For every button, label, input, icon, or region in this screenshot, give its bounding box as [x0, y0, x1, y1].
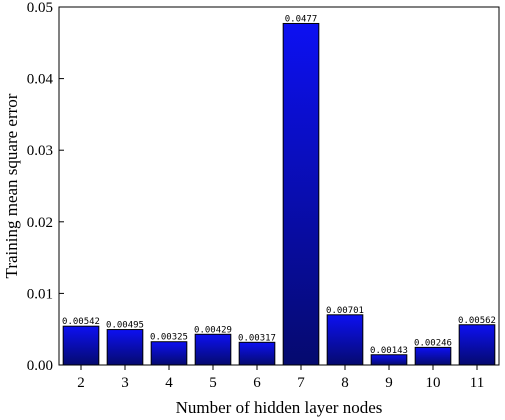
x-tick-label-3: 3	[121, 375, 129, 391]
x-tick-label-4: 4	[165, 375, 173, 391]
x-tick-label-7: 7	[297, 375, 305, 391]
y-tick-label: 0.05	[27, 0, 53, 16]
bar-9	[370, 354, 408, 366]
bar-11	[458, 324, 496, 366]
x-tick-label-6: 6	[253, 375, 261, 391]
y-tick-label: 0.04	[27, 72, 54, 88]
x-tick-label-8: 8	[341, 375, 349, 391]
x-tick-label-10: 10	[426, 375, 441, 391]
data-label-7: 0.0477	[285, 14, 318, 24]
x-axis-title: Number of hidden layer nodes	[176, 398, 383, 417]
bar-10	[414, 346, 452, 366]
bar-8	[326, 314, 364, 366]
data-label-9: 0.00143	[370, 346, 408, 356]
data-label-3: 0.00495	[106, 321, 144, 331]
y-tick-label: 0.01	[27, 286, 53, 302]
y-tick-label: 0.03	[27, 143, 53, 159]
y-tick-label: 0.02	[27, 215, 53, 231]
data-label-10: 0.00246	[414, 338, 452, 348]
data-label-2: 0.00542	[62, 317, 100, 327]
bar-7	[282, 22, 320, 366]
bar-3	[106, 329, 144, 366]
data-label-11: 0.00562	[458, 316, 496, 326]
data-label-8: 0.00701	[326, 306, 364, 316]
data-label-4: 0.00325	[150, 333, 188, 343]
bar-6	[238, 341, 276, 366]
x-tick-label-5: 5	[209, 375, 217, 391]
bars-layer	[62, 22, 496, 366]
x-tick-label-11: 11	[470, 375, 484, 391]
data-label-5: 0.00429	[194, 325, 232, 335]
x-axis: 2 3 4 5 6 7 8 9 10 11	[77, 365, 484, 391]
x-tick-label-9: 9	[385, 375, 393, 391]
bar-2	[62, 325, 100, 366]
y-axis-title: Training mean square error	[2, 93, 21, 278]
y-tick-label: 0.00	[27, 358, 53, 374]
data-label-6: 0.00317	[238, 333, 276, 343]
bar-4	[150, 341, 188, 366]
y-axis: 0.00 0.01 0.02 0.03 0.04 0.05	[27, 0, 64, 374]
data-labels-layer: 0.00542 0.00495 0.00325 0.00429 0.00317 0.047…	[62, 14, 496, 355]
bar-5	[194, 333, 232, 366]
x-tick-label-2: 2	[77, 375, 85, 391]
plot-frame	[58, 6, 500, 366]
